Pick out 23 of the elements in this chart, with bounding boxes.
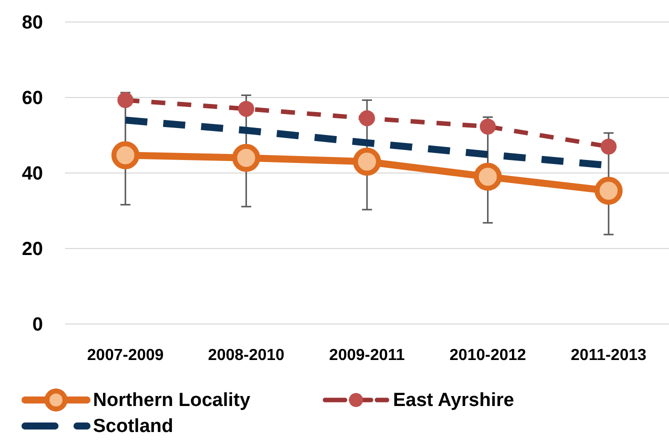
x-tick-label: 2010-2012 <box>450 347 526 364</box>
x-tick-label: 2011-2013 <box>570 347 647 364</box>
legend-label: Scotland <box>93 416 174 437</box>
point <box>480 118 496 135</box>
x-tick-label: 2009-2011 <box>329 347 405 364</box>
point <box>594 176 623 205</box>
x-tick-label: 2008-2010 <box>208 347 285 364</box>
point <box>111 141 140 170</box>
legend-label: East Ayrshire <box>393 390 514 411</box>
y-tick-label: 0 <box>32 314 43 336</box>
point <box>232 144 260 172</box>
y-tick-label: 60 <box>22 88 43 110</box>
point <box>474 162 502 191</box>
y-tick-label: 80 <box>22 12 43 34</box>
point <box>600 138 617 155</box>
point <box>238 100 254 117</box>
point <box>117 92 134 108</box>
point <box>359 110 375 126</box>
legend-label: Northern Locality <box>93 390 251 411</box>
x-tick-label: 2007-2009 <box>87 347 164 364</box>
y-tick-label: 20 <box>22 239 43 260</box>
y-tick-label: 40 <box>22 164 43 185</box>
point <box>353 148 381 176</box>
